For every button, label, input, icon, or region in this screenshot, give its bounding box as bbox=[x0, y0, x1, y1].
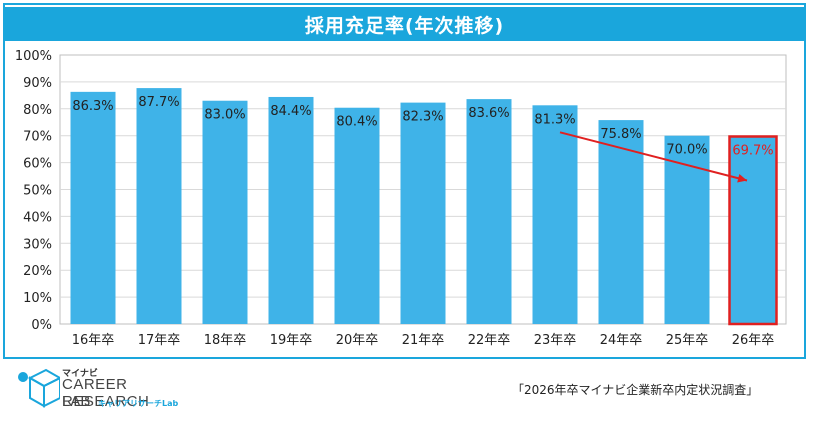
x-tick-label: 24年卒 bbox=[600, 333, 643, 348]
trend-arrowhead bbox=[737, 174, 747, 183]
bar bbox=[70, 91, 116, 324]
y-tick-label: 60% bbox=[23, 157, 52, 172]
logo-main-text: CAREER RESEARCH bbox=[62, 376, 150, 410]
bar bbox=[466, 99, 512, 324]
x-tick-label: 23年卒 bbox=[534, 333, 577, 348]
data-label: 86.3% bbox=[72, 99, 113, 114]
logo-company-name: マイナビ bbox=[62, 369, 98, 379]
x-tick-label: 19年卒 bbox=[270, 333, 313, 348]
data-label: 87.7% bbox=[138, 95, 179, 110]
x-tick-label: 26年卒 bbox=[732, 333, 775, 348]
data-label: 80.4% bbox=[336, 115, 377, 130]
bar bbox=[136, 88, 182, 324]
trend-arrow bbox=[559, 131, 748, 182]
data-label: 69.7% bbox=[732, 144, 773, 159]
y-tick-label: 90% bbox=[23, 76, 52, 91]
data-label: 81.3% bbox=[534, 112, 575, 127]
logo-lab-text: LAB bbox=[62, 393, 91, 410]
data-label: 84.4% bbox=[270, 104, 311, 119]
y-tick-label: 40% bbox=[23, 210, 52, 225]
y-tick-label: 0% bbox=[31, 318, 52, 333]
x-tick-label: 17年卒 bbox=[138, 333, 181, 348]
x-tick-label: 20年卒 bbox=[336, 333, 379, 348]
bar bbox=[730, 136, 776, 324]
y-tick-label: 10% bbox=[23, 291, 52, 306]
y-tick-label: 80% bbox=[23, 103, 52, 118]
logo-sub-text: キャリアリサーチLab bbox=[98, 399, 179, 408]
source-caption: 「2026年卒マイナビ企業新卒内定状況調査」 bbox=[512, 383, 759, 397]
data-label: 75.8% bbox=[600, 127, 641, 142]
data-label: 70.0% bbox=[666, 143, 707, 158]
y-tick-label: 30% bbox=[23, 237, 52, 252]
data-label: 83.0% bbox=[204, 108, 245, 123]
y-tick-label: 70% bbox=[23, 130, 52, 145]
x-tick-label: 18年卒 bbox=[204, 333, 247, 348]
bar bbox=[400, 102, 446, 324]
x-tick-label: 25年卒 bbox=[666, 333, 709, 348]
career-research-lab-logo: マイナビ CAREER RESEARCH LAB キャリアリサーチLab bbox=[16, 366, 216, 414]
y-tick-label: 20% bbox=[23, 264, 52, 279]
bar bbox=[268, 96, 314, 325]
cube-logo-icon bbox=[18, 368, 60, 408]
bar bbox=[664, 135, 710, 324]
x-tick-label: 16年卒 bbox=[72, 333, 115, 348]
data-label: 83.6% bbox=[468, 106, 509, 121]
highlight-box bbox=[728, 135, 778, 326]
bar bbox=[202, 100, 248, 324]
y-tick-label: 100% bbox=[15, 49, 52, 64]
bar bbox=[334, 107, 380, 324]
y-tick-label: 50% bbox=[23, 184, 52, 199]
chart-title: 採用充足率(年次推移) bbox=[5, 7, 804, 41]
x-tick-label: 21年卒 bbox=[402, 333, 445, 348]
data-label: 82.3% bbox=[402, 110, 443, 125]
bar bbox=[532, 105, 578, 324]
x-tick-label: 22年卒 bbox=[468, 333, 511, 348]
bar bbox=[598, 120, 644, 325]
